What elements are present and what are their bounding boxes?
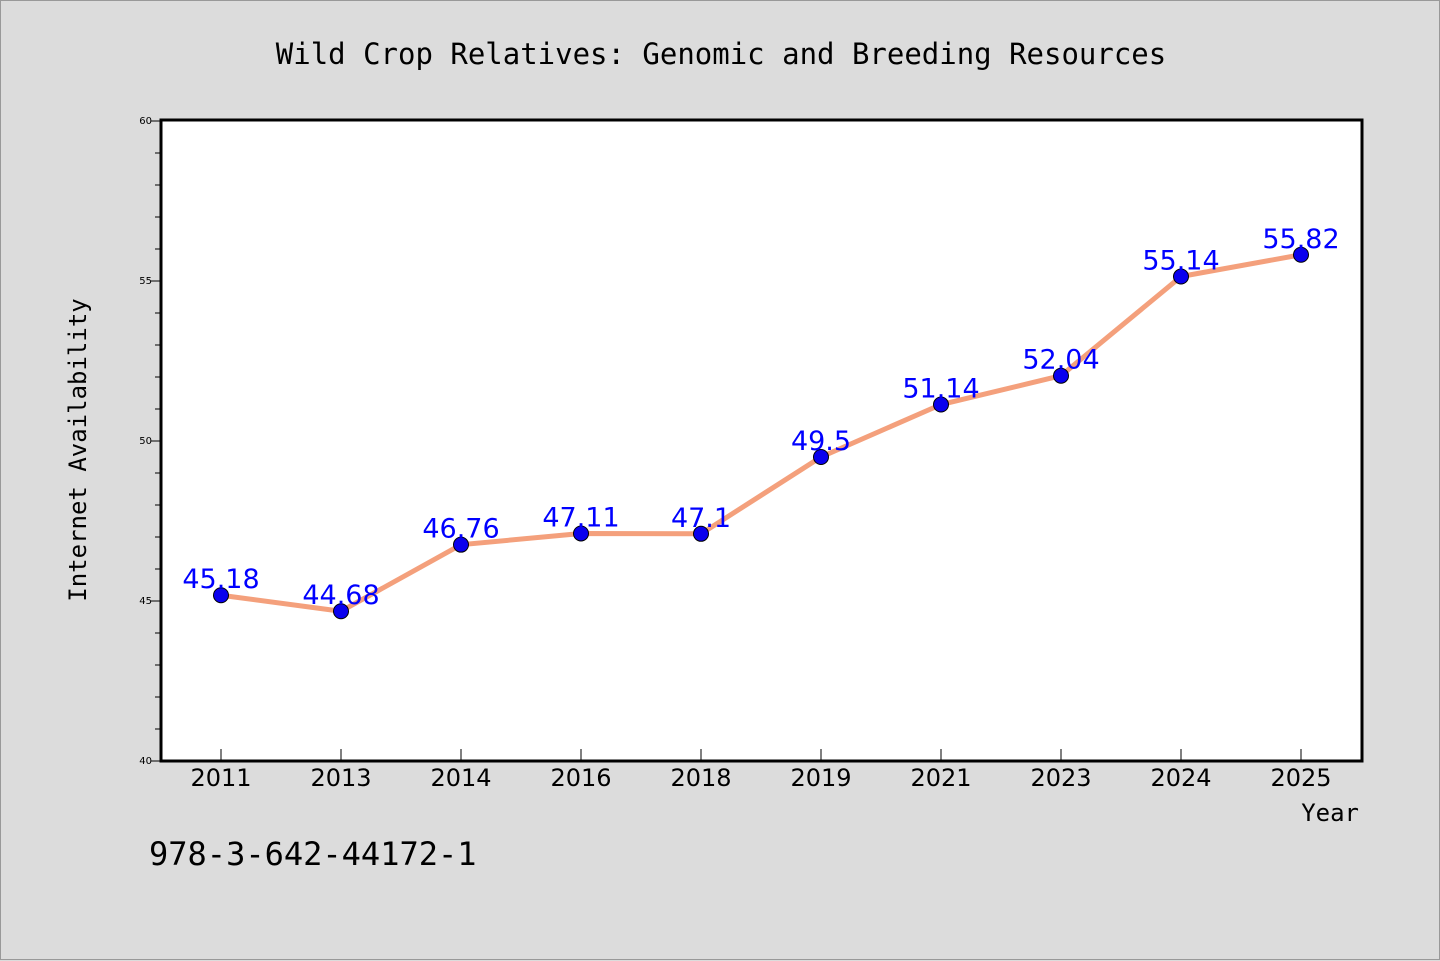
footer-text: 978-3-642-44172-1 xyxy=(149,835,477,873)
x-tick-label: 2011 xyxy=(190,764,251,792)
y-tick-label: 45 xyxy=(139,596,152,607)
chart-title: Wild Crop Relatives: Genomic and Breedin… xyxy=(276,37,1166,71)
y-tick-label: 60 xyxy=(139,116,152,127)
x-tick-label: 2014 xyxy=(430,764,491,792)
x-tick-label: 2025 xyxy=(1270,764,1331,792)
data-label: 47.11 xyxy=(542,502,619,533)
data-point xyxy=(1053,367,1069,384)
x-axis: 2011 2013 2014 2016 2018 2019 2021 2023 2024 2025 xyxy=(190,749,1332,792)
x-tick-label: 2019 xyxy=(790,764,851,792)
data-label: 49.5 xyxy=(791,426,851,457)
data-point xyxy=(1173,268,1189,285)
x-tick-label: 2023 xyxy=(1030,764,1091,792)
x-tick-label: 2013 xyxy=(310,764,371,792)
x-tick-label: 2021 xyxy=(910,764,971,792)
data-point xyxy=(333,603,349,620)
plot-area xyxy=(159,118,1364,763)
data-point xyxy=(1293,246,1309,263)
y-tick-label: 40 xyxy=(139,756,152,767)
data-point xyxy=(213,587,229,604)
data-point xyxy=(813,449,829,465)
data-label: 51.14 xyxy=(902,374,979,405)
x-tick-label: 2018 xyxy=(670,764,731,792)
y-tick-label: 50 xyxy=(139,436,152,447)
data-label: 55.82 xyxy=(1262,224,1339,255)
data-point xyxy=(573,525,589,542)
data-label: 44.68 xyxy=(302,580,379,611)
data-point xyxy=(933,396,949,413)
x-tick-label: 2024 xyxy=(1150,764,1211,792)
data-label: 45.18 xyxy=(182,564,259,595)
data-label: 55.14 xyxy=(1142,246,1219,277)
data-label: 46.76 xyxy=(422,514,499,545)
series-markers xyxy=(213,246,1309,620)
series-line xyxy=(220,252,1302,614)
data-point xyxy=(453,536,469,553)
data-label: 52.04 xyxy=(1022,345,1099,376)
data-label: 47.1 xyxy=(671,503,731,534)
y-tick-label: 55 xyxy=(139,276,152,287)
x-tick-label: 2016 xyxy=(550,764,611,792)
data-point xyxy=(693,525,709,542)
x-axis-label: Year xyxy=(1301,799,1359,827)
y-axis: 40 45 50 55 60 xyxy=(139,116,161,767)
data-labels: 45.18 44.68 46.76 47.11 47.1 49.5 51.14 52.04 55… xyxy=(182,224,1339,611)
y-axis-label: Internet Availability xyxy=(64,298,92,601)
